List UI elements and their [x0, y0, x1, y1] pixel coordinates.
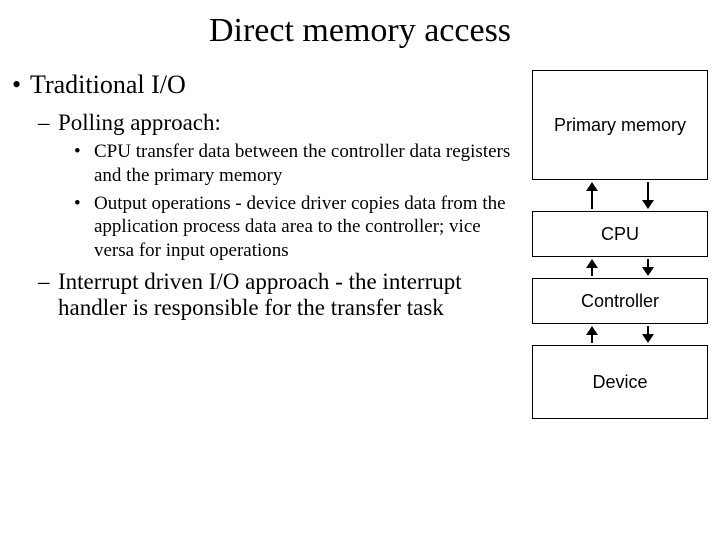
arrow-up-icon	[586, 326, 598, 343]
box-primary-memory: Primary memory	[532, 70, 708, 180]
bullet-level3-cpu-transfer: CPU transfer data between the controller…	[8, 140, 524, 188]
arrow-up-icon	[586, 259, 598, 276]
arrow-down-icon	[642, 182, 654, 209]
arrows-primary-cpu	[532, 180, 708, 211]
bullet-level3-output-ops: Output operations - device driver copies…	[8, 192, 524, 263]
arrow-down-icon	[642, 326, 654, 343]
bullet-level2-interrupt: Interrupt driven I/O approach - the inte…	[8, 269, 524, 321]
content-area: Traditional I/O Polling approach: CPU tr…	[0, 70, 720, 419]
bullet-level1: Traditional I/O	[8, 70, 524, 100]
arrow-down-icon	[642, 259, 654, 276]
bullet-text: CPU transfer data between the controller…	[94, 141, 510, 186]
memory-diagram: Primary memory CPU Controller	[532, 70, 708, 419]
arrow-up-icon	[586, 182, 598, 209]
box-device: Device	[532, 345, 708, 419]
bullet-level2-polling: Polling approach:	[8, 110, 524, 136]
arrows-controller-device	[532, 324, 708, 345]
arrows-cpu-controller	[532, 257, 708, 278]
slide-title: Direct memory access	[0, 0, 720, 70]
box-controller: Controller	[532, 278, 708, 324]
box-cpu: CPU	[532, 211, 708, 257]
text-column: Traditional I/O Polling approach: CPU tr…	[8, 70, 532, 419]
